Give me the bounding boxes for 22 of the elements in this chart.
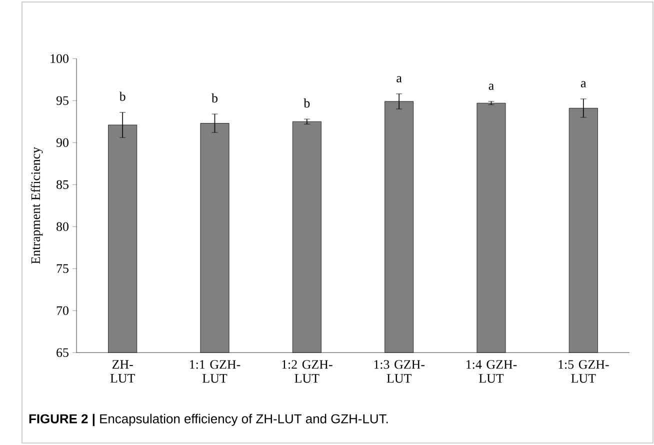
y-tick-label: 65: [56, 348, 68, 357]
y-tick-label: 100: [50, 54, 68, 63]
y-tick-label: 80: [56, 222, 68, 231]
y-tick-label: 95: [56, 96, 68, 105]
x-tick-label: 1:2 GZH-LUT: [282, 360, 332, 383]
x-tick-label: ZH-LUT: [110, 360, 135, 383]
y-axis-title: Entrapment Efficiency: [30, 146, 43, 264]
y-tick-label: 70: [56, 306, 68, 315]
x-tick-label: 1:4 GZH-LUT: [466, 360, 517, 383]
x-tick-label: 1:5 GZH-LUT: [558, 360, 609, 383]
y-tick-label: 75: [56, 264, 68, 273]
annotation: b: [212, 93, 218, 103]
annotation: a: [580, 81, 586, 88]
x-tick-label: 1:1 GZH-LUT: [190, 360, 240, 383]
x-tick-label: 1:3 GZH-LUT: [374, 360, 425, 383]
annotation: b: [119, 92, 126, 101]
y-tick-label: 85: [56, 180, 68, 189]
annotation: a: [396, 76, 402, 82]
text: FIGURE 2 | Encapsulation efficiency of ZH-LUT and GZH-LUT.: [29, 414, 388, 426]
annotation: b: [304, 98, 310, 108]
annotation: a: [488, 84, 494, 90]
y-tick-label: 90: [56, 138, 68, 147]
